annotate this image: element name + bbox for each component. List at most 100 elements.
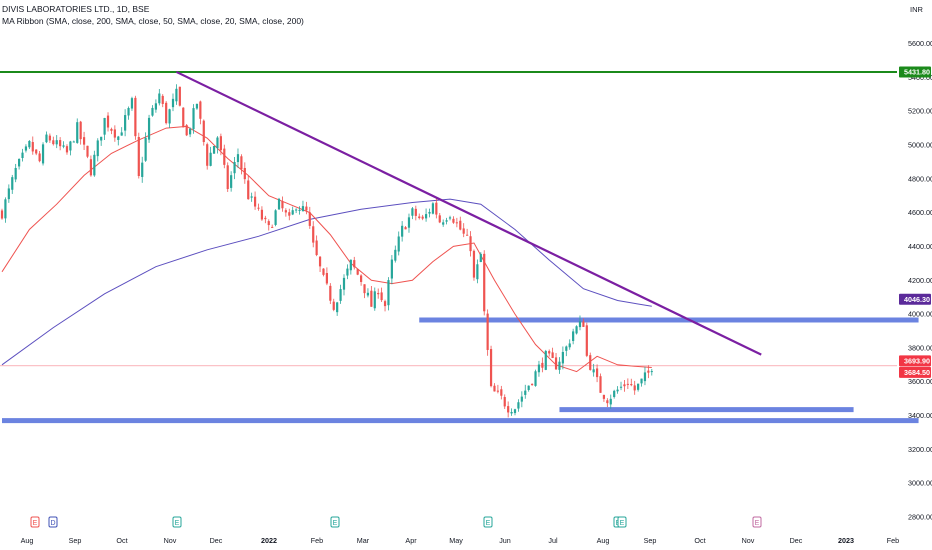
candle xyxy=(130,96,134,111)
candle xyxy=(21,148,24,162)
x-tick-label: Mar xyxy=(357,536,370,545)
x-tick-label: Sep xyxy=(644,536,657,545)
candle xyxy=(332,298,335,312)
candle xyxy=(144,132,147,162)
indicator-legend[interactable]: MA Ribbon (SMA, close, 200, SMA, close, … xyxy=(2,16,304,26)
sma200-line[interactable] xyxy=(1,198,652,366)
svg-text:4046.30: 4046.30 xyxy=(904,295,930,304)
candle xyxy=(339,284,342,304)
svg-text:E: E xyxy=(486,520,491,527)
x-tick-label: Apr xyxy=(405,536,417,545)
candle xyxy=(455,217,458,228)
support-zone-3[interactable] xyxy=(2,418,919,424)
candle xyxy=(260,206,264,221)
candle xyxy=(565,345,568,357)
candle xyxy=(182,107,185,128)
event-marker-3[interactable]: E xyxy=(172,516,182,528)
candle xyxy=(72,140,75,143)
candle xyxy=(592,363,595,377)
candle xyxy=(613,389,616,399)
x-tick-label: 2022 xyxy=(261,536,277,545)
candle xyxy=(18,158,21,170)
event-marker-7[interactable]: E xyxy=(617,516,627,528)
candle xyxy=(93,150,96,177)
x-tick-label: Jul xyxy=(548,536,558,545)
sma50-line[interactable] xyxy=(1,125,652,373)
support-zone-2[interactable] xyxy=(559,407,854,413)
candle xyxy=(161,94,164,108)
candle xyxy=(356,268,359,276)
event-marker-2[interactable]: D xyxy=(48,516,58,528)
candle xyxy=(599,373,602,393)
y-tick-label: 4200.00 xyxy=(908,276,932,285)
candle xyxy=(82,131,86,151)
candle xyxy=(322,268,325,277)
candle xyxy=(31,136,34,155)
candle xyxy=(445,217,448,225)
candle xyxy=(151,105,154,117)
svg-text:E: E xyxy=(333,520,338,527)
candle xyxy=(346,264,349,280)
candle xyxy=(89,155,93,177)
candle xyxy=(383,299,387,312)
candle xyxy=(24,144,28,153)
event-marker-1[interactable]: E xyxy=(30,516,40,528)
candle xyxy=(486,309,489,356)
candle xyxy=(281,196,284,212)
candle xyxy=(168,108,171,129)
trendline[interactable] xyxy=(175,70,762,356)
candle xyxy=(284,208,287,217)
candle xyxy=(212,145,216,154)
svg-text:E: E xyxy=(755,520,760,527)
event-marker-8[interactable]: E xyxy=(752,516,762,528)
candle xyxy=(59,137,62,151)
candle xyxy=(137,132,140,179)
support-zone-1[interactable] xyxy=(419,317,919,323)
candle xyxy=(219,133,222,156)
candle xyxy=(411,207,414,220)
svg-text:5431.80: 5431.80 xyxy=(904,68,930,77)
candle xyxy=(250,192,253,202)
candle xyxy=(127,106,130,120)
candle xyxy=(0,208,4,220)
event-marker-5[interactable]: E xyxy=(483,516,493,528)
candle xyxy=(315,235,318,257)
candle xyxy=(124,109,127,137)
candle xyxy=(578,315,582,331)
x-tick-label: Nov xyxy=(164,536,177,545)
candle xyxy=(513,408,517,416)
candle xyxy=(158,89,161,106)
svg-text:D: D xyxy=(50,520,55,527)
svg-text:E: E xyxy=(175,520,180,527)
candle xyxy=(7,184,10,203)
candle xyxy=(110,127,113,135)
event-marker-4[interactable]: E xyxy=(330,516,340,528)
candle xyxy=(35,149,38,156)
candle xyxy=(572,328,575,345)
candle xyxy=(308,206,311,229)
candle xyxy=(510,408,513,416)
candle xyxy=(414,205,417,221)
candle xyxy=(390,255,393,285)
candle xyxy=(360,274,363,286)
candle xyxy=(431,202,435,215)
candle xyxy=(240,154,243,175)
price-axis[interactable]: INR5600.005400.005200.005000.004800.0046… xyxy=(908,5,932,522)
candle xyxy=(462,223,465,238)
candle xyxy=(452,216,455,224)
candle xyxy=(336,301,339,316)
time-axis[interactable]: Aug Sep Oct Nov Dec 2022 Feb Mar Apr May Jun Jul Aug… xyxy=(21,536,900,545)
candle xyxy=(216,136,219,154)
candle xyxy=(531,383,534,386)
x-tick-label: Dec xyxy=(790,536,803,545)
candle xyxy=(38,150,41,163)
candle xyxy=(318,256,322,272)
candle xyxy=(575,325,578,335)
candle xyxy=(469,231,472,257)
y-tick-label: 4000.00 xyxy=(908,310,932,319)
candle xyxy=(493,383,496,392)
candle xyxy=(236,148,240,168)
chart-title: DIVIS LABORATORIES LTD., 1D, BSE xyxy=(2,4,150,14)
